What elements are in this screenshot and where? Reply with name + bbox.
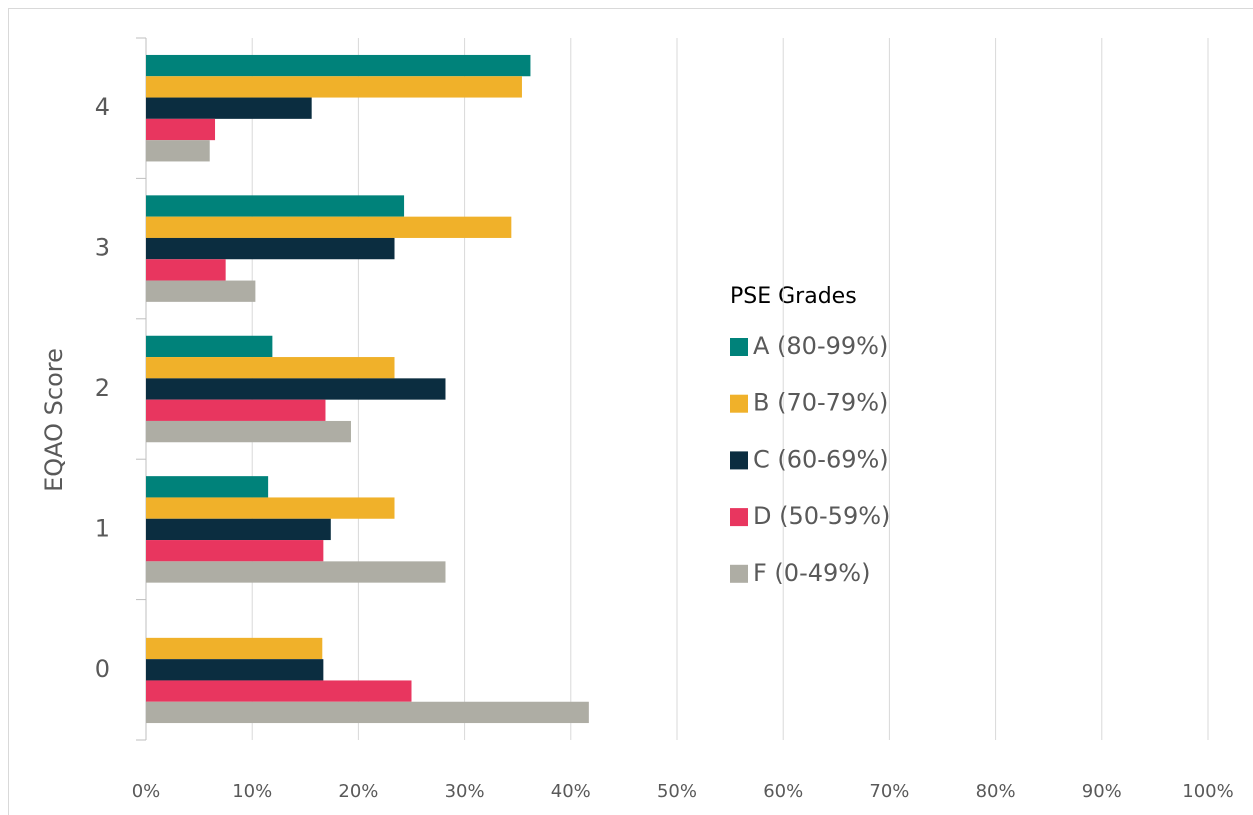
x-tick-label: 70% — [869, 781, 909, 802]
x-tick-label: 0% — [132, 781, 161, 802]
legend-label: A (80-99%) — [753, 332, 888, 360]
legend-label: D (50-59%) — [753, 502, 890, 530]
bar — [146, 399, 326, 421]
x-tick-label: 90% — [1082, 781, 1122, 802]
bar — [146, 476, 269, 498]
x-tick-label: 40% — [551, 781, 591, 802]
x-tick-label: 20% — [338, 781, 378, 802]
bar — [146, 195, 405, 217]
bar — [146, 540, 324, 562]
x-tick-label: 100% — [1182, 781, 1233, 802]
legend-label: C (60-69%) — [753, 445, 889, 473]
bar — [146, 280, 256, 302]
bar — [146, 497, 395, 519]
x-tick-label: 10% — [232, 781, 272, 802]
bar — [146, 561, 446, 583]
legend-label: B (70-79%) — [753, 389, 888, 417]
bar — [146, 237, 395, 260]
legend-swatch — [730, 338, 748, 356]
bar — [146, 701, 589, 724]
bar — [146, 140, 210, 162]
bar — [146, 76, 522, 98]
bar — [146, 118, 216, 141]
bar — [146, 54, 531, 77]
bar — [146, 216, 512, 238]
y-tick-label: 3 — [95, 234, 110, 262]
y-tick-label: 2 — [95, 374, 110, 402]
chart-frame — [8, 8, 1253, 815]
legend-title: PSE Grades — [730, 284, 857, 309]
bar — [146, 518, 331, 541]
bar — [146, 659, 324, 681]
bar — [146, 420, 351, 443]
bar — [146, 335, 273, 358]
bar — [146, 680, 412, 702]
bar — [146, 637, 323, 660]
x-tick-label: 30% — [445, 781, 485, 802]
bar — [146, 97, 312, 119]
x-tick-label: 80% — [976, 781, 1016, 802]
y-tick-label: 1 — [95, 514, 110, 542]
legend-swatch — [730, 564, 748, 583]
y-tick-label: 0 — [95, 655, 110, 683]
y-axis-title: EQAO Score — [40, 348, 68, 492]
bar — [146, 378, 446, 400]
legend-swatch — [730, 451, 748, 470]
legend-swatch — [730, 394, 748, 413]
bar — [146, 259, 226, 281]
x-tick-label: 60% — [763, 781, 803, 802]
legend-label: F (0-49%) — [753, 559, 870, 587]
x-tick-label: 50% — [657, 781, 697, 802]
legend-swatch — [730, 508, 748, 527]
y-tick-label: 4 — [95, 93, 110, 121]
bar — [146, 357, 395, 379]
